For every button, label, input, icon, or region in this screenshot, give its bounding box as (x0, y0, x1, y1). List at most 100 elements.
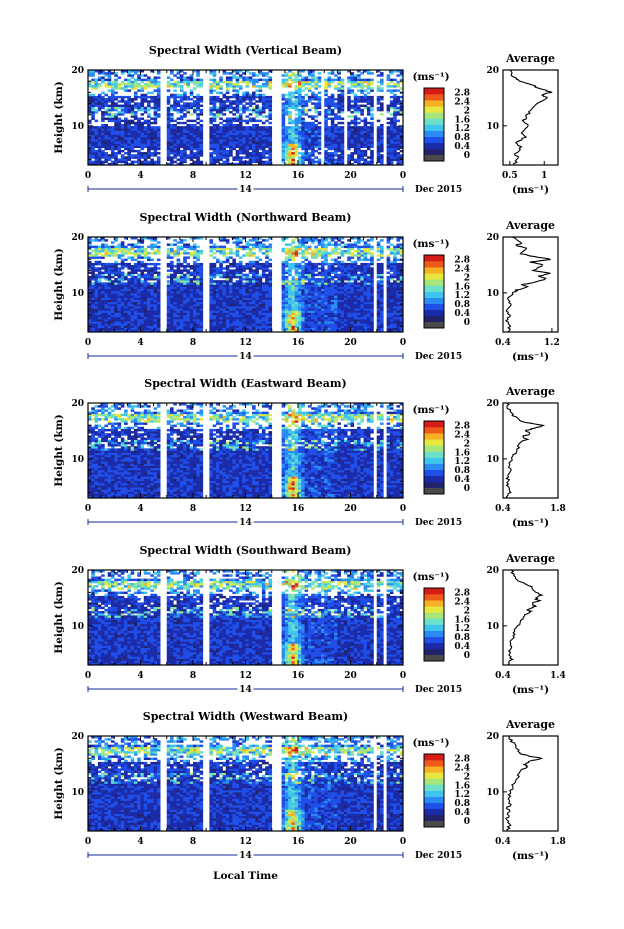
heatmap-cell (209, 297, 213, 300)
heatmap-cell (209, 102, 213, 105)
heatmap-cell (120, 156, 125, 159)
heatmap-cell (186, 323, 191, 326)
heatmap-cell (386, 108, 391, 112)
heatmap-cell (248, 113, 253, 116)
heatmap-cell (327, 152, 332, 155)
heatmap-cell (265, 100, 269, 103)
heatmap-cell (311, 136, 315, 140)
heatmap-cell (209, 280, 213, 283)
heatmap-cell (229, 323, 233, 326)
heatmap-cell (196, 154, 200, 157)
heatmap-cell (238, 278, 243, 281)
heatmap-cell (212, 126, 217, 129)
heatmap-cell (314, 143, 318, 146)
heatmap-cell (124, 117, 128, 120)
heatmap-cell (91, 321, 95, 324)
heatmap-cell (143, 275, 148, 279)
heatmap-cell (189, 280, 194, 283)
heatmap-cell (360, 154, 364, 157)
heatmap-cell (127, 316, 131, 320)
heatmap-cell (107, 297, 112, 300)
heatmap-cell (268, 128, 273, 131)
heatmap-cell (94, 299, 99, 303)
heatmap-cell (94, 267, 99, 270)
heatmap-cell (238, 95, 243, 99)
heatmap-cell (255, 319, 259, 322)
heatmap-cell (120, 247, 125, 251)
heatmap-cell (104, 303, 108, 307)
heatmap-cell (173, 102, 177, 105)
heatmap-cell (88, 111, 92, 114)
heatmap-cell (258, 288, 263, 292)
heatmap-cell (176, 85, 181, 88)
heatmap-cell (242, 284, 246, 287)
heatmap-cell (281, 141, 286, 144)
heatmap-cell (120, 241, 125, 244)
heatmap-cell (137, 74, 141, 77)
heatmap-cell (143, 156, 148, 159)
heatmap-cell (166, 252, 171, 255)
heatmap-cell (199, 152, 204, 155)
heatmap-cell (173, 123, 177, 127)
heatmap-cell (196, 297, 200, 300)
heatmap-cell (179, 316, 184, 320)
heatmap-cell (298, 78, 302, 82)
heatmap-cell (232, 299, 236, 303)
heatmap-cell (288, 106, 292, 110)
heatmap-cell (360, 89, 364, 92)
heatmap-cell (140, 269, 145, 272)
heatmap-cell (173, 98, 177, 101)
heatmap-cell (196, 160, 200, 164)
heatmap-cell (94, 95, 99, 99)
heatmap-cell (212, 134, 217, 138)
heatmap-cell (389, 132, 394, 136)
heatmap-cell (97, 152, 102, 155)
heatmap-cell (291, 91, 296, 95)
heatmap-cell (183, 147, 187, 151)
heatmap-cell (97, 299, 102, 303)
heatmap-cell (261, 130, 266, 133)
heatmap-cell (117, 141, 122, 144)
heatmap-cell (389, 89, 394, 92)
heatmap-cell (176, 145, 181, 149)
heatmap-cell (324, 111, 328, 114)
heatmap-cell (255, 152, 259, 155)
heatmap-cell (156, 247, 161, 251)
heatmap-cell (147, 310, 151, 313)
heatmap-cell (120, 271, 125, 275)
heatmap-cell (88, 303, 92, 307)
heatmap-cell (110, 303, 115, 307)
heatmap-cell (389, 102, 394, 105)
heatmap-cell (120, 254, 125, 257)
heatmap-cell (120, 258, 125, 262)
heatmap-cell (114, 295, 118, 298)
heatmap-cell (281, 247, 286, 251)
heatmap-cell (104, 111, 108, 114)
heatmap-cell (133, 319, 138, 322)
heatmap-cell (291, 293, 296, 296)
heatmap-cell (268, 111, 273, 114)
heatmap-cell (370, 106, 374, 110)
heatmap-cell (334, 128, 338, 131)
heatmap-cell (156, 267, 161, 270)
heatmap-cell (215, 141, 220, 144)
heatmap-cell (330, 102, 335, 105)
heatmap-cell (212, 262, 217, 266)
heatmap-cell (298, 132, 302, 136)
heatmap-cell (242, 136, 246, 140)
heatmap-cell (120, 327, 125, 331)
heatmap-cell (235, 319, 240, 322)
heatmap-cell (156, 286, 161, 290)
heatmap-cell (258, 308, 263, 311)
heatmap-cell (173, 286, 177, 290)
heatmap-cell (258, 156, 263, 159)
heatmap-cell (170, 284, 174, 287)
heatmap-cell (215, 156, 220, 159)
heatmap-cell (107, 275, 112, 279)
heatmap-cell (215, 286, 220, 290)
heatmap-cell (265, 325, 269, 328)
heatmap-cell (288, 249, 292, 253)
heatmap-cell (334, 154, 338, 157)
heatmap-cell (120, 143, 125, 146)
heatmap-cell (265, 245, 269, 249)
